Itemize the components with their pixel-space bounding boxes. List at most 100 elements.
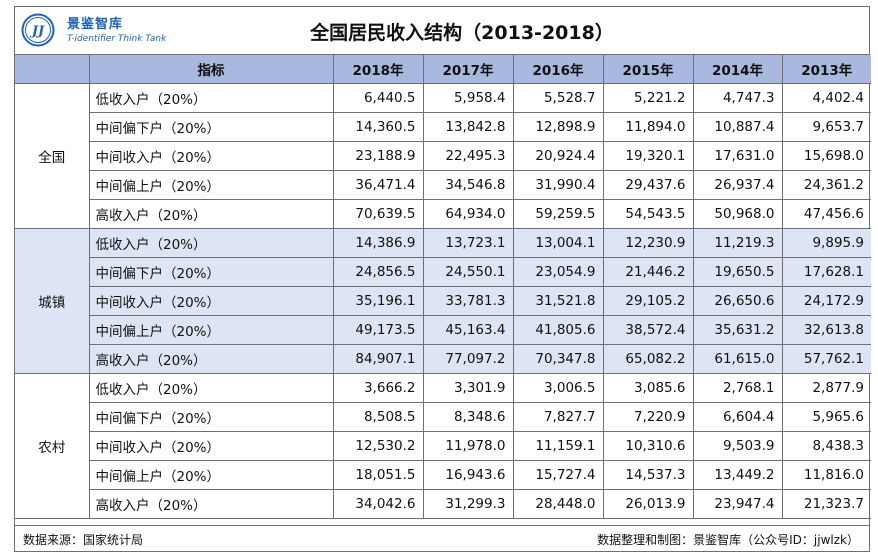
value-cell: 3,301.9: [422, 373, 514, 403]
report-frame: JJ 景鉴智库 T-identifier Think Tank 全国居民收入结构…: [14, 6, 871, 552]
row-label: 高收入户（20%）: [89, 199, 334, 229]
value-cell: 3,006.5: [512, 373, 604, 403]
value-cell: 5,958.4: [422, 83, 514, 113]
value-cell: 31,299.3: [422, 489, 514, 519]
value-cell: 34,042.6: [332, 489, 424, 519]
row-label: 中间偏上户（20%）: [89, 170, 334, 200]
table-row: 全国 低收入户（20%） 6,440.5 5,958.4 5,528.7 5,221.2 4…: [15, 83, 871, 229]
table-row: 中间偏上户（20%） 18,051.5 16,943.6 15,727.4 14,537…: [15, 460, 871, 490]
value-cell: 24,361.2: [781, 170, 871, 200]
table-row: 城镇 低收入户（20%） 14,386.9 13,723.1 13,004.1 12,23…: [15, 228, 871, 374]
row-label: 中间偏上户（20%）: [89, 315, 334, 345]
value-cell: 77,097.2: [422, 344, 514, 374]
value-cell: 31,521.8: [512, 286, 604, 316]
value-cell: 14,386.9: [332, 228, 424, 258]
value-cell: 11,219.3: [692, 228, 783, 258]
corner-cell: [15, 55, 90, 84]
row-label: 中间收入户（20%）: [89, 286, 334, 316]
table-body: 全国 低收入户（20%） 6,440.5 5,958.4 5,528.7 5,221.2 4…: [15, 83, 871, 519]
table-row: 中间收入户（20%） 23,188.9 22,495.3 20,924.4 19,320…: [15, 141, 871, 171]
svg-text:JJ: JJ: [29, 24, 45, 39]
value-cell: 19,650.5: [692, 257, 783, 287]
value-cell: 29,437.6: [602, 170, 694, 200]
value-cell: 11,159.1: [512, 431, 604, 461]
group-label: 城镇: [15, 228, 90, 374]
value-cell: 18,051.5: [332, 460, 424, 490]
value-cell: 26,650.6: [692, 286, 783, 316]
brand-tagline: T-identifier Think Tank: [67, 34, 167, 44]
row-label: 中间偏下户（20%）: [89, 112, 334, 142]
value-cell: 20,924.4: [512, 141, 604, 171]
value-cell: 14,537.3: [602, 460, 694, 490]
value-cell: 3,085.6: [602, 373, 694, 403]
report-footer: 数据来源：国家统计局 数据整理和制图：景鉴智库（公众号ID：jjwlzk）: [15, 525, 869, 551]
table-row: 农村 低收入户（20%） 3,666.2 3,301.9 3,006.5 3,085.6 2…: [15, 373, 871, 519]
value-cell: 6,604.4: [692, 402, 783, 432]
value-cell: 26,013.9: [602, 489, 694, 519]
group-label: 农村: [15, 373, 90, 519]
value-cell: 31,990.4: [512, 170, 604, 200]
value-cell: 3,666.2: [332, 373, 424, 403]
value-cell: 2,768.1: [692, 373, 783, 403]
value-cell: 84,907.1: [332, 344, 424, 374]
table-row: 高收入户（20%） 84,907.1 77,097.2 70,347.8 65,082.…: [15, 344, 871, 374]
report-header: JJ 景鉴智库 T-identifier Think Tank 全国居民收入结构…: [15, 7, 869, 55]
row-label: 中间收入户（20%）: [89, 431, 334, 461]
value-cell: 22,495.3: [422, 141, 514, 171]
value-cell: 10,310.6: [602, 431, 694, 461]
value-cell: 9,503.9: [692, 431, 783, 461]
value-cell: 26,937.4: [692, 170, 783, 200]
value-cell: 47,456.6: [781, 199, 871, 229]
value-cell: 17,628.1: [781, 257, 871, 287]
column-header-indicator: 指标: [88, 55, 334, 84]
column-header-2016: 2016年: [512, 55, 604, 84]
value-cell: 21,446.2: [602, 257, 694, 287]
table-row: 中间收入户（20%） 12,530.2 11,978.0 11,159.1 10,310…: [15, 431, 871, 461]
value-cell: 15,698.0: [781, 141, 871, 171]
row-label: 低收入户（20%）: [88, 373, 334, 403]
value-cell: 13,449.2: [692, 460, 783, 490]
group-label: 全国: [15, 83, 90, 229]
value-cell: 11,894.0: [602, 112, 694, 142]
value-cell: 29,105.2: [602, 286, 694, 316]
row-label: 中间偏上户（20%）: [89, 460, 334, 490]
value-cell: 8,508.5: [332, 402, 424, 432]
row-label: 中间偏下户（20%）: [89, 257, 334, 287]
value-cell: 61,615.0: [692, 344, 783, 374]
income-table: 指标 2018年 2017年 2016年 2015年 2014年 2013年 全…: [15, 55, 871, 519]
row-label: 低收入户（20%）: [88, 83, 334, 113]
value-cell: 11,978.0: [422, 431, 514, 461]
value-cell: 45,163.4: [422, 315, 514, 345]
value-cell: 12,230.9: [602, 228, 694, 258]
value-cell: 5,965.6: [781, 402, 871, 432]
row-label: 高收入户（20%）: [89, 344, 334, 374]
value-cell: 24,172.9: [781, 286, 871, 316]
value-cell: 4,402.4: [781, 83, 871, 113]
table-row: 中间偏下户（20%） 14,360.5 13,842.8 12,898.9 11,894…: [15, 112, 871, 142]
value-cell: 17,631.0: [692, 141, 783, 171]
value-cell: 6,440.5: [332, 83, 424, 113]
value-cell: 10,887.4: [692, 112, 783, 142]
column-header-2013: 2013年: [781, 55, 871, 84]
row-label: 中间偏下户（20%）: [89, 402, 334, 432]
value-cell: 24,550.1: [422, 257, 514, 287]
value-cell: 16,943.6: [422, 460, 514, 490]
table-head: 指标 2018年 2017年 2016年 2015年 2014年 2013年: [15, 55, 871, 84]
table-row: 中间偏下户（20%） 24,856.5 24,550.1 23,054.9 21,446…: [15, 257, 871, 287]
table-row: 中间偏上户（20%） 49,173.5 45,163.4 41,805.6 38,572…: [15, 315, 871, 345]
value-cell: 19,320.1: [602, 141, 694, 171]
value-cell: 34,546.8: [422, 170, 514, 200]
value-cell: 24,856.5: [332, 257, 424, 287]
value-cell: 57,762.1: [781, 344, 871, 374]
header-row: 指标 2018年 2017年 2016年 2015年 2014年 2013年: [15, 55, 871, 84]
value-cell: 5,221.2: [602, 83, 694, 113]
value-cell: 35,196.1: [332, 286, 424, 316]
value-cell: 65,082.2: [602, 344, 694, 374]
value-cell: 7,827.7: [512, 402, 604, 432]
row-label: 高收入户（20%）: [89, 489, 334, 519]
table-row: 高收入户（20%） 70,639.5 64,934.0 59,259.5 54,543.…: [15, 199, 871, 229]
value-cell: 7,220.9: [602, 402, 694, 432]
value-cell: 13,723.1: [422, 228, 514, 258]
value-cell: 35,631.2: [692, 315, 783, 345]
value-cell: 9,895.9: [781, 228, 871, 258]
